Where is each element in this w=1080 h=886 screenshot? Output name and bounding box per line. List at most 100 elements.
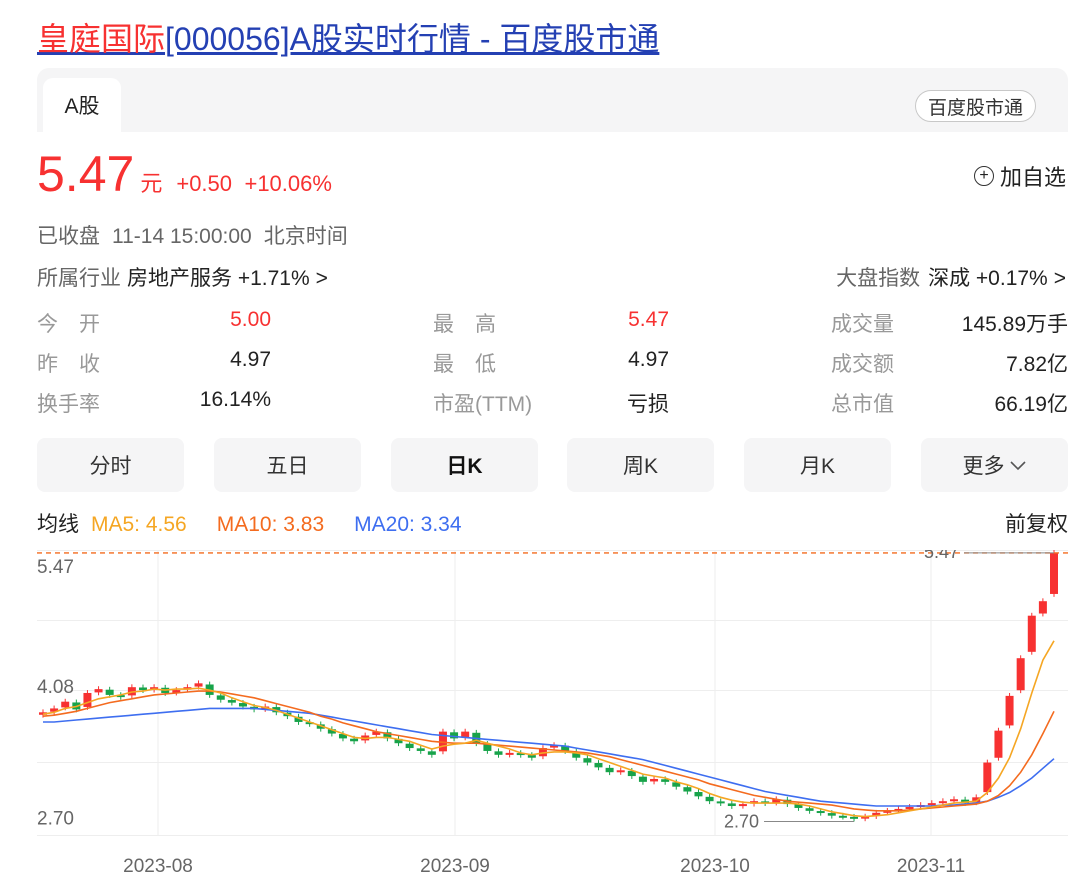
industry-link[interactable]: 所属行业 房地产服务 +1.71% > — [37, 262, 328, 292]
candle-body — [527, 755, 536, 758]
candle-body — [1027, 615, 1036, 652]
tab-daily-k[interactable]: 日K — [391, 438, 538, 492]
ma-label: 均线 — [37, 513, 79, 536]
stat-label: 今 开 — [37, 313, 100, 336]
candle-body — [961, 799, 970, 804]
candle-body — [138, 687, 147, 691]
stat-label: 最 低 — [433, 353, 496, 376]
index-link[interactable]: 大盘指数 深成 +0.17% > — [836, 262, 1066, 292]
candle-body — [772, 799, 781, 803]
stats-row: 换手率 16.14% 市盈(TTM) 亏损 总市值 66.19亿 — [37, 388, 1068, 428]
page-title[interactable]: 皇庭国际[000056]A股实时行情 - 百度股市通 — [37, 14, 659, 60]
candle-body — [461, 731, 470, 738]
candle-body — [1005, 695, 1014, 726]
candle-body — [50, 708, 59, 712]
candle-body — [372, 731, 381, 735]
candle-body — [594, 763, 603, 768]
candle-body — [905, 806, 914, 809]
tab-more[interactable]: 更多 — [921, 438, 1068, 492]
candle-body — [861, 816, 870, 819]
candle-body — [216, 695, 225, 700]
stat-label: 最 高 — [433, 313, 496, 336]
stat-value: 4.97 — [628, 348, 669, 371]
ma20-line — [43, 707, 1055, 807]
tab-weekly-k[interactable]: 周K — [567, 438, 714, 492]
candle-body — [983, 762, 992, 793]
candle-body — [572, 751, 581, 758]
candle-body — [394, 738, 403, 744]
candle-body — [816, 811, 825, 814]
tab-more-label: 更多 — [962, 455, 1005, 478]
industry-name: 房地产服务 — [127, 267, 232, 290]
candle-body — [938, 801, 947, 804]
candle-body — [516, 753, 525, 756]
ma5-line — [42, 640, 1055, 818]
tab-intraday[interactable]: 分时 — [37, 438, 184, 492]
candle-body — [294, 716, 303, 722]
candle-body — [727, 803, 736, 807]
stats-grid: 今 开 5.00 最 高 5.47 成交量 145.89万手 昨 收 4.97 最 低 4… — [37, 308, 1068, 428]
candle-body — [716, 801, 725, 804]
status-text: 已收盘 — [37, 225, 100, 248]
candle-body — [661, 779, 670, 782]
max-label: 5.47 — [924, 550, 959, 562]
candle-body — [994, 730, 1003, 758]
candle-body — [238, 703, 247, 707]
y-tick-label: 4.08 — [37, 677, 74, 698]
candle-body — [172, 690, 181, 693]
kline-chart[interactable]: 5.47 2.70 5.47 4.08 2.70 2023-08 2023-09 2023-1… — [0, 550, 1080, 886]
stat-value: 亏损 — [627, 393, 669, 416]
candle-body — [1016, 658, 1025, 691]
candle-body — [61, 701, 70, 708]
candle-body — [805, 808, 814, 811]
candle-body — [883, 810, 892, 813]
candle-body — [227, 700, 236, 703]
candle-body — [638, 776, 647, 782]
tab-monthly-k[interactable]: 月K — [744, 438, 891, 492]
candle-body — [972, 797, 981, 803]
title-rest[interactable]: [000056]A股实时行情 - 百度股市通 — [165, 21, 660, 57]
candle-body — [550, 745, 559, 748]
index-change: +0.17% — [975, 267, 1048, 290]
min-label: 2.70 — [724, 811, 759, 831]
price-change-pct: +10.06% — [244, 171, 332, 196]
tab-five-day[interactable]: 五日 — [214, 438, 361, 492]
stock-name[interactable]: 皇庭国际 — [37, 21, 166, 57]
price-change: +0.50 — [176, 171, 233, 196]
candle-body — [105, 689, 114, 695]
candle-body — [483, 743, 492, 751]
stat-value: 145.89万手 — [961, 313, 1068, 336]
candle-body — [505, 752, 514, 755]
tab-bar — [37, 68, 1068, 132]
tab-a-share[interactable]: A股 — [43, 78, 121, 132]
candle-body — [894, 808, 903, 811]
candle-body — [927, 803, 936, 806]
y-tick-label: 5.47 — [37, 557, 74, 578]
stat-value: 4.97 — [230, 348, 271, 371]
industry-label: 所属行业 — [37, 267, 121, 290]
candle-body — [694, 792, 703, 797]
candle-body — [1050, 552, 1058, 594]
add-watchlist-button[interactable]: + 加自选 — [973, 160, 1066, 192]
index-label: 大盘指数 — [836, 267, 921, 290]
stat-value: 5.47 — [628, 308, 669, 331]
candle-body — [672, 782, 681, 787]
candle-body — [416, 748, 425, 751]
status-time: 11-14 15:00:00 — [112, 225, 252, 248]
x-tick-label: 2023-08 — [123, 856, 193, 877]
ma-legend: 均线 MA5: 4.56 MA10: 3.83 MA20: 3.34 前复权 — [37, 508, 1068, 538]
plus-circle-icon: + — [973, 166, 994, 186]
price-unit: 元 — [140, 171, 163, 196]
y-tick-label: 2.70 — [37, 809, 74, 830]
source-badge[interactable]: 百度股市通 — [914, 90, 1036, 122]
stats-row: 今 开 5.00 最 高 5.47 成交量 145.89万手 — [37, 308, 1068, 348]
candle-body — [838, 815, 847, 818]
candle-body — [583, 758, 592, 763]
adjust-toggle[interactable]: 前复权 — [1005, 513, 1068, 536]
candle-body — [605, 767, 614, 773]
candle-body — [116, 695, 125, 698]
candle-body — [450, 732, 459, 739]
add-watchlist-label: 加自选 — [999, 165, 1066, 190]
x-tick-label: 2023-10 — [680, 856, 750, 877]
x-tick-label: 2023-09 — [420, 856, 490, 877]
